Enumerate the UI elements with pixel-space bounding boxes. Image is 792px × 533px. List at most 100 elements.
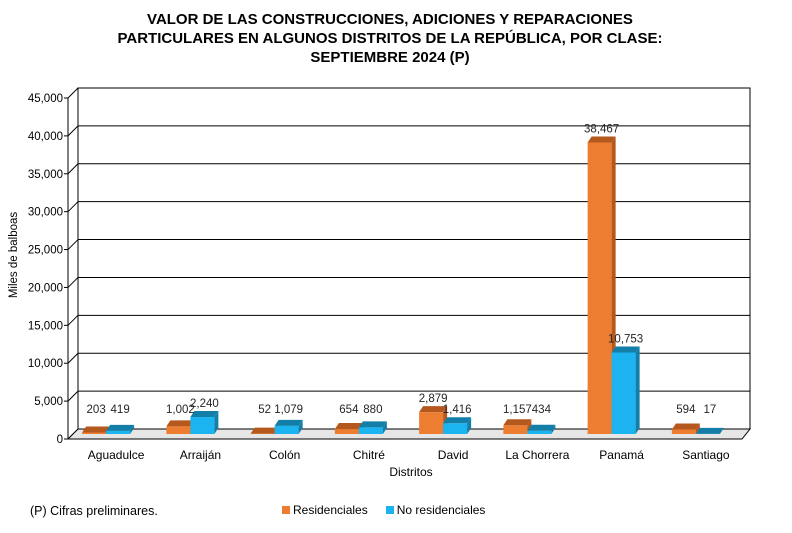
- gridlines: [67, 87, 751, 440]
- bar-no-residenciales-panama: [611, 352, 636, 434]
- gridline-depth: [67, 201, 79, 213]
- gridline-depth: [67, 163, 79, 175]
- bar-residenciales-arraijan: [166, 426, 191, 434]
- bar-no-residenciales-colon: [274, 425, 299, 434]
- legend-item-residenciales: Residenciales: [282, 503, 368, 517]
- gridline-depth: [67, 239, 79, 250]
- legend: Residenciales No residenciales: [282, 503, 485, 517]
- gridline-depth: [67, 314, 79, 326]
- back-wall: [77, 87, 751, 430]
- legend-swatch-residenciales: [282, 506, 290, 514]
- bar-top-no-residenciales-santiago: [695, 427, 724, 434]
- chart-title: VALOR DE LAS CONSTRUCCIONES, ADICIONES Y…: [40, 10, 740, 67]
- gridline-depth: [67, 352, 79, 364]
- bars: [82, 136, 724, 434]
- bar-no-residenciales-aguadulce: [106, 430, 131, 434]
- bar-residenciales-la-chorrera: [503, 425, 528, 434]
- bar-residenciales-santiago: [671, 429, 696, 434]
- gridline-depth: [67, 390, 79, 402]
- x-tick-label-santiago: Santiago: [682, 448, 730, 462]
- data-label-no-residenciales-chitre: 880: [363, 404, 382, 416]
- data-label-residenciales-arraijan: 1,002: [166, 404, 195, 416]
- gridline-depth: [67, 125, 79, 137]
- bar-side-no-residenciales-arraijan: [214, 411, 219, 434]
- chart-title-line-3: SEPTIEMBRE 2024 (P): [310, 49, 470, 66]
- chart-title-line-2: PARTICULARES EN ALGUNOS DISTRITOS DE LA …: [117, 30, 663, 47]
- bar-top-residenciales-colon: [250, 427, 279, 434]
- axes: 0 5,000 10,000 15,000 20,000 25,000 30,000 35,0…: [28, 93, 752, 446]
- bar-no-residenciales-david: [443, 423, 468, 434]
- data-label-residenciales-panama: 38,467: [584, 124, 619, 136]
- data-label-residenciales-aguadulce: 203: [87, 404, 106, 416]
- data-label-no-residenciales-panama: 10,753: [608, 334, 643, 346]
- bar-side-no-residenciales-david: [467, 417, 472, 434]
- footnote: (P) Cifras preliminares.: [30, 504, 158, 518]
- bar-side-residenciales-santiago: [695, 423, 700, 434]
- x-tick-label-aguadulce: Aguadulce: [88, 448, 145, 462]
- data-label-residenciales-david: 2,879: [419, 393, 448, 405]
- bar-residenciales-aguadulce: [82, 432, 107, 434]
- y-tick-label: 20,000: [28, 282, 63, 294]
- bar-side-no-residenciales-colon: [298, 419, 303, 434]
- bar-top-no-residenciales-aguadulce: [106, 424, 135, 431]
- y-tick-label: 35,000: [28, 169, 63, 181]
- data-label-no-residenciales-colon: 1,079: [274, 404, 303, 416]
- y-tick-label: 25,000: [28, 245, 63, 257]
- bar-top-no-residenciales-david: [443, 417, 472, 424]
- y-tick-label: 10,000: [28, 358, 63, 370]
- y-tick-label: 15,000: [28, 320, 63, 332]
- bar-top-residenciales-la-chorrera: [503, 419, 532, 426]
- y-tick-label: 45,000: [28, 93, 63, 105]
- legend-label-no-residenciales: No residenciales: [396, 503, 486, 517]
- x-tick-label-la-chorrera: La Chorrera: [505, 448, 569, 462]
- bar-no-residenciales-la-chorrera: [527, 430, 552, 434]
- legend-item-no-residenciales: No residenciales: [385, 503, 486, 517]
- bar-top-residenciales-aguadulce: [82, 426, 111, 433]
- bar-side-no-residenciales-panama: [635, 346, 640, 434]
- x-tick-label-colon: Colón: [269, 448, 300, 462]
- bar-top-no-residenciales-chitre: [358, 421, 387, 428]
- data-label-no-residenciales-david: 1,416: [443, 404, 472, 416]
- bar-top-no-residenciales-la-chorrera: [527, 424, 556, 431]
- legend-swatch-no-residenciales: [385, 506, 394, 514]
- bar-residenciales-david: [419, 412, 444, 434]
- bar-top-no-residenciales-arraijan: [190, 411, 219, 418]
- data-label-residenciales-colon: 52: [258, 404, 271, 416]
- data-label-no-residenciales-arraijan: 2,240: [190, 398, 219, 410]
- legend-label-residenciales: Residenciales: [293, 503, 368, 517]
- bar-side-no-residenciales-santiago: [719, 427, 724, 434]
- x-tick-label-arraijan: Arraiján: [180, 448, 221, 462]
- y-tick-label: 0: [57, 434, 63, 446]
- bar-no-residenciales-arraijan: [190, 417, 215, 434]
- bar-residenciales-chitre: [334, 429, 359, 434]
- data-label-no-residenciales-aguadulce: 419: [111, 404, 130, 416]
- bar-side-no-residenciales-la-chorrera: [551, 424, 556, 434]
- y-axis-label: Miles de balboas: [8, 212, 20, 299]
- gridline-depth: [67, 277, 79, 288]
- bar-side-no-residenciales-chitre: [382, 421, 387, 434]
- floor: [66, 428, 752, 440]
- chart-title-line-1: VALOR DE LAS CONSTRUCCIONES, ADICIONES Y…: [147, 11, 633, 28]
- y-tick-label: 30,000: [28, 207, 63, 219]
- y-tick-label: 5,000: [34, 396, 63, 408]
- data-label-no-residenciales-la-chorrera: 434: [532, 404, 552, 416]
- bar-no-residenciales-chitre: [358, 427, 383, 434]
- data-label-residenciales-la-chorrera: 1,157: [503, 404, 532, 416]
- gridline-depth: [67, 87, 79, 99]
- bar-top-residenciales-arraijan: [166, 420, 195, 427]
- bar-side-no-residenciales-aguadulce: [130, 424, 135, 434]
- bar-top-residenciales-santiago: [671, 423, 700, 430]
- x-tick-label-david: David: [438, 448, 469, 462]
- x-tick-label-chitre: Chitré: [353, 448, 385, 462]
- bar-top-no-residenciales-panama: [611, 346, 640, 353]
- bar-top-residenciales-panama: [587, 136, 616, 143]
- x-tick-label-panama: Panamá: [599, 448, 644, 462]
- bar-top-residenciales-david: [419, 406, 448, 413]
- data-label-no-residenciales-santiago: 17: [703, 404, 716, 416]
- data-label-residenciales-chitre: 654: [339, 404, 359, 416]
- x-axis-label: Distritos: [389, 465, 432, 479]
- bar-top-no-residenciales-colon: [274, 419, 303, 426]
- bar-top-residenciales-chitre: [334, 423, 363, 430]
